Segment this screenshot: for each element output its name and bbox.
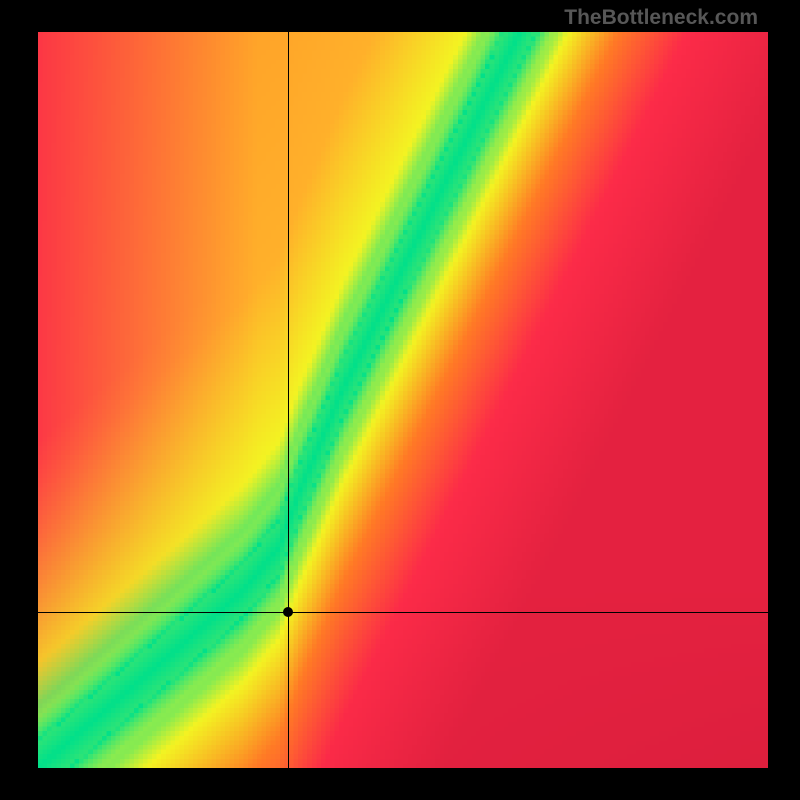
plot-frame [38,32,768,768]
crosshair-horizontal [38,612,768,613]
watermark-text: TheBottleneck.com [564,6,758,30]
heatmap-canvas [38,32,768,768]
selection-marker [283,607,293,617]
crosshair-vertical [288,32,289,768]
plot-area [38,32,768,768]
